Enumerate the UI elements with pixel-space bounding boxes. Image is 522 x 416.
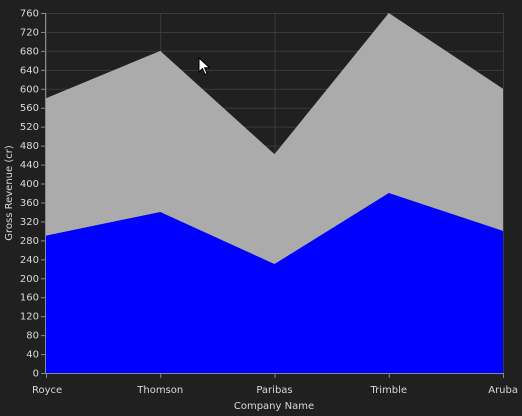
plot-area [46, 13, 503, 373]
y-tick-label: 360 [20, 198, 39, 209]
y-tick-label: 160 [20, 293, 39, 304]
y-tick-label: 320 [20, 217, 39, 228]
y-tick-label: 200 [20, 274, 39, 285]
y-tick-label: 600 [20, 84, 39, 95]
y-tick-label: 80 [26, 331, 39, 342]
mouse-pointer-icon [198, 57, 211, 76]
x-tick-label: Paribas [256, 385, 292, 396]
y-axis-title: Gross Revenue (cr) [4, 145, 15, 241]
y-tick-label: 0 [33, 369, 39, 380]
y-tick-label: 520 [20, 122, 39, 133]
x-tick-label: Aruba [488, 385, 518, 396]
y-tick-label: 760 [20, 9, 39, 20]
y-tick-label: 720 [20, 27, 39, 38]
y-tick-label: 120 [20, 312, 39, 323]
x-tick-label: Royce [32, 385, 62, 396]
y-tick-label: 480 [20, 141, 39, 152]
y-tick-label: 440 [20, 160, 39, 171]
y-tick-label: 280 [20, 236, 39, 247]
area-series-2 [46, 13, 503, 265]
axes: 0 40 80 120 160 200 240 280 320 360 400 440 480 520 56… [20, 9, 518, 397]
y-tick-label: 400 [20, 179, 39, 190]
y-tick-label: 560 [20, 103, 39, 114]
area-series-1 [46, 193, 503, 373]
y-tick-label: 40 [26, 350, 39, 361]
x-tick-label: Trimble [369, 385, 407, 396]
y-tick-label: 640 [20, 65, 39, 76]
x-tick-label: Thomson [136, 385, 183, 396]
y-tick-label: 240 [20, 255, 39, 266]
y-tick-label: 680 [20, 46, 39, 57]
x-axis-title: Company Name [234, 401, 314, 412]
